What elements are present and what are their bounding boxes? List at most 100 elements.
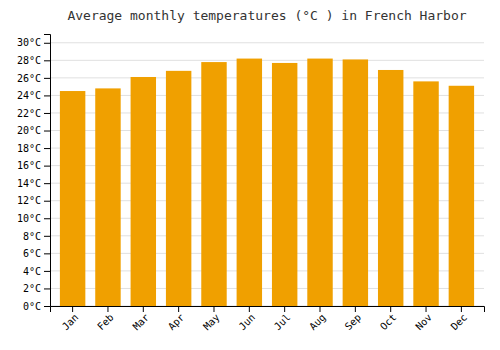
y-tick-label: 0°C [23,301,41,312]
y-tick-mark [44,306,50,307]
x-tick-label: Mar [131,312,152,333]
x-tick: Dec [449,306,470,332]
x-tick-label: Aug [307,312,328,333]
grid [50,43,484,306]
bar [237,59,262,306]
bar [60,91,85,306]
y-tick: 2°C [23,283,50,294]
y-axis-line [44,35,51,307]
y-tick-mark [44,60,50,61]
x-tick-mark [320,306,321,312]
x-tick-mark [355,306,356,312]
y-tick-mark [44,271,50,272]
bars [60,59,474,306]
x-tick: Jan [60,306,81,332]
y-tick-mark [44,131,50,132]
y-tick: 10°C [17,213,50,224]
x-tick-mark [426,306,427,312]
y-tick-mark [44,148,50,149]
y-axis: 0°C 2°C 4°C 6°C 8°C 10°C 12°C 14°C 16°C 18°C 20°C 2… [17,35,51,312]
bar [307,59,332,306]
y-tick-mark [44,78,50,79]
grid-line [50,42,484,43]
bar [272,63,297,306]
x-tick: Jun [237,306,258,332]
y-tick: 0°C [23,301,50,312]
y-tick-label: 24°C [17,90,41,101]
x-tick: Feb [95,306,116,332]
x-tick-mark [72,306,73,312]
y-tick: 4°C [23,266,50,277]
y-tick-mark [44,236,50,237]
y-tick: 20°C [17,125,50,136]
y-tick: 6°C [23,248,50,259]
x-tick: Apr [166,306,187,332]
x-tick-label: Jun [237,312,258,333]
x-tick-mark [390,306,391,312]
title: Average monthly temperatures (°C ) in Fr… [67,8,466,23]
bar [378,70,403,306]
x-tick-label: Dec [449,312,470,333]
y-tick: 12°C [17,195,50,206]
y-tick-mark [44,218,50,219]
x-tick-label: Apr [166,312,187,333]
x-tick: Jul [272,306,293,332]
x-tick: Nov [413,306,434,332]
y-tick-label: 2°C [23,283,41,294]
x-tick-mark [107,306,108,312]
y-tick-label: 16°C [17,160,41,171]
x-tick-mark [213,306,214,312]
y-tick-label: 30°C [17,37,41,48]
bar [343,59,368,306]
y-tick: 30°C [17,37,50,48]
bar [95,88,120,306]
x-tick-label: Oct [378,312,399,333]
y-tick: 24°C [17,90,50,101]
bar [166,71,191,306]
y-tick-label: 28°C [17,55,41,66]
y-tick-label: 18°C [17,143,41,154]
y-tick-mark [44,43,50,44]
y-tick-label: 10°C [17,213,41,224]
x-tick-mark [178,306,179,312]
x-tick-mark [284,306,285,312]
y-tick-mark [44,166,50,167]
bar [413,81,438,306]
x-tick-label: Jul [272,312,293,333]
y-tick-label: 6°C [23,248,41,259]
y-tick-mark [44,288,50,289]
x-tick-label: Jan [60,312,81,333]
x-tick: Aug [307,306,328,332]
plot-area: 0°C 2°C 4°C 6°C 8°C 10°C 12°C 14°C 16°C 18°C 20°C 2… [17,35,485,333]
y-tick-label: 22°C [17,108,41,119]
y-tick: 22°C [17,108,50,119]
x-tick-label: May [201,312,222,333]
y-tick: 14°C [17,178,50,189]
y-tick-mark [44,113,50,114]
y-tick: 16°C [17,160,50,171]
x-axis-line [51,307,485,313]
y-tick-label: 8°C [23,231,41,242]
x-tick-mark [461,306,462,312]
x-tick: Mar [131,306,152,332]
y-tick-label: 26°C [17,73,41,84]
y-tick: 18°C [17,143,50,154]
x-axis: Jan Feb Mar Apr May Jun Jul Aug Sep Oct Nov Dec [51,306,485,332]
x-tick-label: Nov [413,312,434,333]
y-tick-label: 4°C [23,266,41,277]
y-tick-mark [44,95,50,96]
grid-line [50,60,484,61]
chart-container: 0°C 2°C 4°C 6°C 8°C 10°C 12°C 14°C 16°C 18°C 20°C 2… [0,0,500,350]
y-tick-label: 14°C [17,178,41,189]
y-tick: 8°C [23,231,50,242]
bar [131,77,156,306]
bar [201,62,226,306]
x-tick: May [201,306,222,332]
x-tick-label: Feb [95,312,116,333]
x-tick-mark [249,306,250,312]
y-tick-mark [44,253,50,254]
x-tick: Sep [343,306,364,332]
x-tick-mark [143,306,144,312]
chart-svg: 0°C 2°C 4°C 6°C 8°C 10°C 12°C 14°C 16°C 18°C 20°C 2… [0,0,500,350]
bar [449,86,474,306]
